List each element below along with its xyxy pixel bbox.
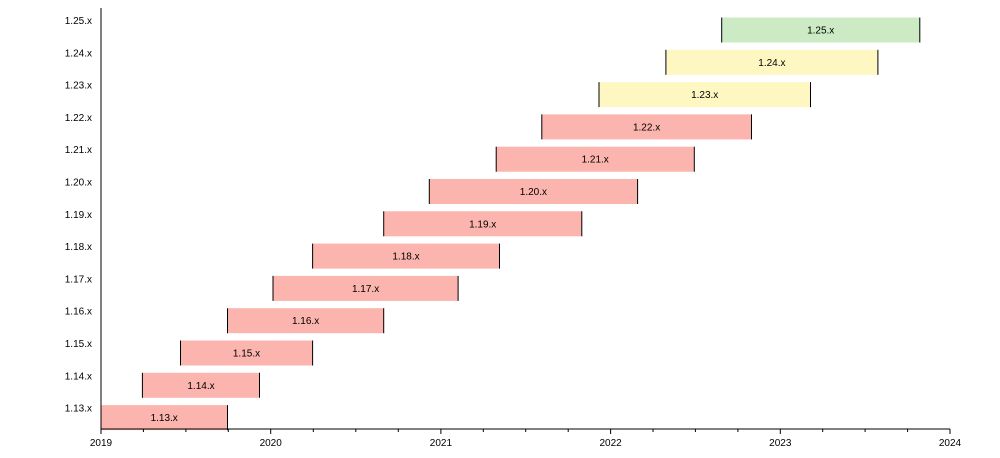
bar-1-16-x [227,308,384,334]
bar-label: 1.18.x [392,252,419,263]
bar-1-13-x [101,405,228,431]
bar-1-20-x [429,179,638,204]
bar-label: 1.16.x [292,316,319,327]
bar-1-23-x [599,82,811,108]
bar-label: 1.14.x [187,381,214,392]
bar-label: 1.22.x [633,122,660,133]
row-label: 1.16.x [65,307,92,318]
bar-label: 1.19.x [469,219,496,230]
row-label: 1.15.x [65,339,92,350]
row-label: 1.24.x [65,48,92,59]
bar-label: 1.13.x [151,413,178,424]
bar-label: 1.25.x [807,26,834,37]
row-label: 1.19.x [65,210,92,221]
bar-label: 1.15.x [233,349,260,360]
row-labels-group: 1.13.x 1.14.x 1.15.x 1.16.x 1.17.x 1.18.x 1.19… [65,16,92,415]
bar-1-14-x [142,372,260,398]
x-tick-label: 2021 [430,438,453,449]
bar-label: 1.17.x [352,284,379,295]
bar-1-17-x [273,275,459,301]
bar-1-19-x [383,211,582,237]
bar-1-22-x [541,114,752,140]
bar-label: 1.24.x [758,58,785,69]
row-label: 1.25.x [65,16,92,27]
x-tick-label: 2019 [90,438,113,449]
bar-1-21-x [496,146,695,172]
bar-1-15-x [180,340,313,366]
bar-label: 1.23.x [691,90,718,101]
bar-1-18-x [312,243,500,269]
row-label: 1.18.x [65,242,92,253]
row-label: 1.13.x [65,404,92,415]
x-tick-label: 2023 [769,438,792,449]
row-label: 1.20.x [65,178,92,189]
row-label: 1.22.x [65,113,92,124]
bar-label: 1.20.x [520,187,547,198]
x-tick-label: 2020 [260,438,283,449]
row-label: 1.17.x [65,274,92,285]
x-tick-label: 2022 [599,438,622,449]
x-tick-label: 2024 [939,438,962,449]
row-label: 1.21.x [65,145,92,156]
bars-group: 1.13.x 1.14.x 1.15.x 1.16.x 1.17.x 1.18.x 1.19… [100,17,921,431]
bar-1-25-x [721,17,920,43]
bar-1-24-x [665,49,878,75]
x-axis: 2019 2020 2021 2022 2023 2024 [90,8,962,449]
row-label: 1.14.x [65,371,92,382]
row-label: 1.23.x [65,81,92,92]
bar-label: 1.21.x [582,155,609,166]
